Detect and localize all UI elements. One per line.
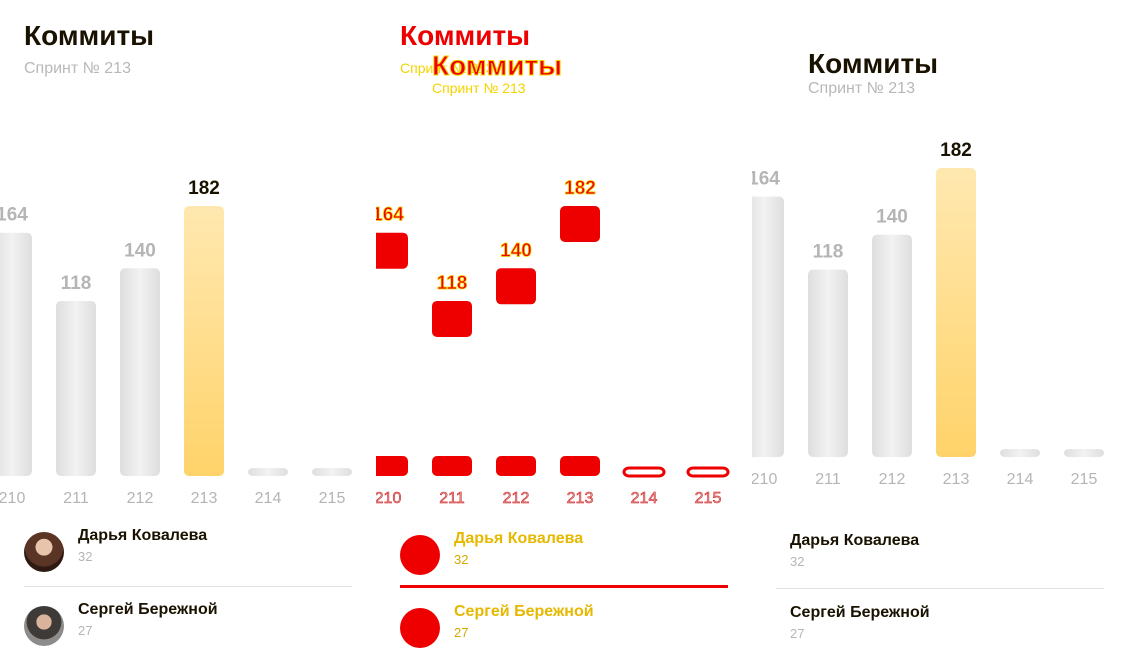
value-label-212: 140 bbox=[500, 240, 532, 261]
user-name: Сергей Бережной bbox=[790, 604, 930, 621]
avatar-photo-icon bbox=[400, 608, 440, 648]
x-tick-label-211: 211 bbox=[63, 490, 89, 507]
bar-215[interactable] bbox=[686, 466, 730, 478]
page-title: Коммиты bbox=[24, 20, 155, 51]
page-title: Коммиты bbox=[431, 50, 563, 82]
bar-210[interactable] bbox=[752, 196, 784, 457]
bar-213[interactable] bbox=[184, 206, 224, 476]
page-subtitle-ghost: Спринт № 213 bbox=[400, 60, 494, 76]
page-subtitle: Спринт № 213 bbox=[24, 60, 131, 77]
user-commit-count: 27 bbox=[454, 625, 469, 640]
user-commit-count: 27 bbox=[78, 623, 93, 638]
bar-212[interactable] bbox=[496, 268, 536, 476]
divider bbox=[24, 586, 352, 587]
avatar-photo-icon bbox=[400, 535, 440, 575]
user-row[interactable]: Сергей Бережной 27 bbox=[790, 604, 1104, 654]
x-tick-label-212: 212 bbox=[127, 490, 154, 507]
bar-214[interactable] bbox=[248, 468, 288, 476]
x-tick-label-212: 212 bbox=[879, 471, 906, 488]
x-tick-label-214: 214 bbox=[1007, 471, 1034, 488]
bar-212[interactable] bbox=[120, 268, 160, 476]
x-tick-label-215: 215 bbox=[1071, 471, 1098, 488]
user-name: Дарья Ковалева bbox=[790, 532, 920, 549]
user-row[interactable]: Дарья Ковалева 32 bbox=[400, 530, 728, 580]
user-commit-count: 32 bbox=[454, 552, 469, 567]
bar-foot-210 bbox=[376, 456, 408, 476]
bar-211[interactable] bbox=[56, 300, 96, 476]
page-title: Коммиты bbox=[808, 48, 939, 79]
x-tick-label-214: 214 bbox=[631, 490, 658, 507]
user-commit-count: 32 bbox=[78, 549, 93, 564]
bar-213[interactable] bbox=[936, 168, 976, 457]
user-commit-count: 32 bbox=[790, 554, 805, 569]
x-tick-label-214: 214 bbox=[255, 490, 282, 507]
page-subtitle: Спринт № 213 bbox=[432, 80, 526, 96]
divider bbox=[776, 588, 1104, 589]
panel-debug-overlay: Коммиты Спринт № 213 Коммиты Спринт № 21… bbox=[376, 0, 752, 668]
value-label-210: 164 bbox=[0, 205, 28, 226]
bar-cap-212 bbox=[496, 268, 536, 305]
user-row[interactable]: Сергей Бережной 27 bbox=[24, 601, 352, 651]
user-name: Дарья Ковалева bbox=[78, 527, 208, 544]
x-tick-label-211: 211 bbox=[815, 471, 841, 488]
x-tick-label-213: 213 bbox=[567, 490, 594, 507]
commits-chart: 164 210 118 211 140 212 182 213 214 215 bbox=[376, 178, 730, 507]
x-tick-label-210: 210 bbox=[0, 490, 25, 507]
user-row[interactable]: Дарья Ковалева 32 bbox=[790, 532, 1104, 582]
bar-215[interactable] bbox=[312, 468, 352, 476]
bar-211[interactable] bbox=[808, 269, 848, 457]
commits-chart: 164 210 118 211 140 212 182 213 214 215 bbox=[752, 140, 1104, 488]
x-tick-label-210: 210 bbox=[376, 490, 401, 507]
panel-right: Коммиты Спринт № 213 164 210 118 211 140 212 1… bbox=[752, 0, 1128, 668]
user-row[interactable]: Сергей Бережной 27 bbox=[400, 603, 728, 653]
avatar-photo-icon bbox=[24, 606, 64, 646]
bar-cap-211 bbox=[432, 300, 472, 337]
x-tick-label-212: 212 bbox=[503, 490, 530, 507]
bar-cap-213 bbox=[560, 206, 600, 242]
page-subtitle: Спринт № 213 bbox=[808, 80, 915, 97]
user-name: Сергей Бережной bbox=[78, 601, 218, 618]
value-label-213: 182 bbox=[188, 178, 220, 199]
bar-foot-213 bbox=[560, 456, 600, 476]
value-label-211: 118 bbox=[61, 273, 92, 294]
bar-210[interactable] bbox=[376, 232, 408, 476]
value-label-213: 182 bbox=[564, 178, 596, 199]
avatar-photo-icon bbox=[24, 532, 64, 572]
x-tick-label-215: 215 bbox=[319, 490, 346, 507]
value-label-211: 118 bbox=[813, 242, 844, 263]
page-title-ghost: Коммиты bbox=[400, 20, 531, 51]
value-label-210: 164 bbox=[752, 169, 780, 190]
bar-foot-212 bbox=[496, 456, 536, 476]
bar-212[interactable] bbox=[872, 234, 912, 457]
bar-214[interactable] bbox=[622, 466, 666, 478]
bar-211[interactable] bbox=[432, 300, 472, 476]
commits-chart: 164 210 118 211 140 212 182 213 214 215 bbox=[0, 178, 352, 507]
x-tick-label-211: 211 bbox=[439, 490, 465, 507]
value-label-210: 164 bbox=[376, 205, 404, 226]
user-name: Сергей Бережной bbox=[454, 603, 594, 620]
value-label-213: 182 bbox=[940, 140, 972, 161]
user-commit-count: 27 bbox=[790, 626, 805, 641]
x-tick-label-213: 213 bbox=[943, 471, 970, 488]
bar-214[interactable] bbox=[1000, 449, 1040, 457]
x-tick-label-213: 213 bbox=[191, 490, 218, 507]
value-label-212: 140 bbox=[876, 207, 908, 228]
x-tick-label-210: 210 bbox=[752, 471, 777, 488]
bar-foot-211 bbox=[432, 456, 472, 476]
user-name: Дарья Ковалева bbox=[454, 530, 584, 547]
value-label-211: 118 bbox=[437, 273, 468, 294]
panel-left: Коммиты Спринт № 213 164 210 118 211 140 212 1… bbox=[0, 0, 376, 668]
divider bbox=[400, 585, 728, 588]
bar-213[interactable] bbox=[560, 206, 600, 476]
bar-210[interactable] bbox=[0, 232, 32, 476]
x-tick-label-215: 215 bbox=[695, 490, 722, 507]
bar-215[interactable] bbox=[1064, 449, 1104, 457]
user-row[interactable]: Дарья Ковалева 32 bbox=[24, 527, 352, 577]
value-label-212: 140 bbox=[124, 240, 156, 261]
bar-cap-210 bbox=[376, 232, 408, 269]
